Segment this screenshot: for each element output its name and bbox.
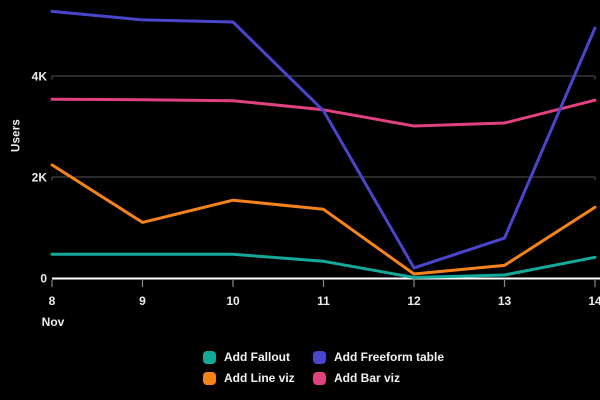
x-tick-label: 14: [588, 294, 600, 308]
y-tick-label: 4K: [32, 70, 48, 84]
x-tick-label: 8: [49, 294, 56, 308]
legend-swatch: [203, 350, 216, 364]
x-tick-label: 13: [498, 294, 512, 308]
legend-item-add-line-viz[interactable]: Add Line viz: [203, 371, 313, 385]
legend-item-add-fallout[interactable]: Add Fallout: [203, 350, 313, 364]
legend-label: Add Freeform table: [334, 350, 445, 364]
legend-swatch: [313, 350, 326, 364]
legend-label: Add Line viz: [224, 371, 295, 385]
x-axis-month-label: Nov: [41, 315, 65, 329]
legend: Add Fallout Add Freeform table Add Line …: [203, 350, 444, 385]
y-axis-title: Users: [10, 119, 23, 152]
legend-item-add-freeform-table[interactable]: Add Freeform table: [313, 350, 444, 364]
series-line-add-freeform-table[interactable]: [50, 9, 597, 270]
series-line-add-fallout[interactable]: [50, 252, 597, 279]
y-tick-label: 0: [40, 272, 47, 286]
series-line-add-line-viz[interactable]: [50, 163, 597, 276]
legend-swatch: [203, 371, 216, 385]
legend-item-add-bar-viz[interactable]: Add Bar viz: [313, 371, 444, 385]
legend-label: Add Fallout: [224, 350, 290, 364]
x-tick-label: 9: [139, 294, 146, 308]
x-tick-label: 10: [226, 294, 240, 308]
legend-label: Add Bar viz: [334, 371, 401, 385]
x-tick-label: 11: [317, 294, 330, 308]
x-tick-label: 12: [407, 294, 421, 308]
legend-swatch: [313, 371, 326, 385]
line-chart: 0 2K 4K 8 9 10 11 12 13 14: [32, 9, 600, 308]
y-tick-label: 2K: [32, 171, 48, 185]
